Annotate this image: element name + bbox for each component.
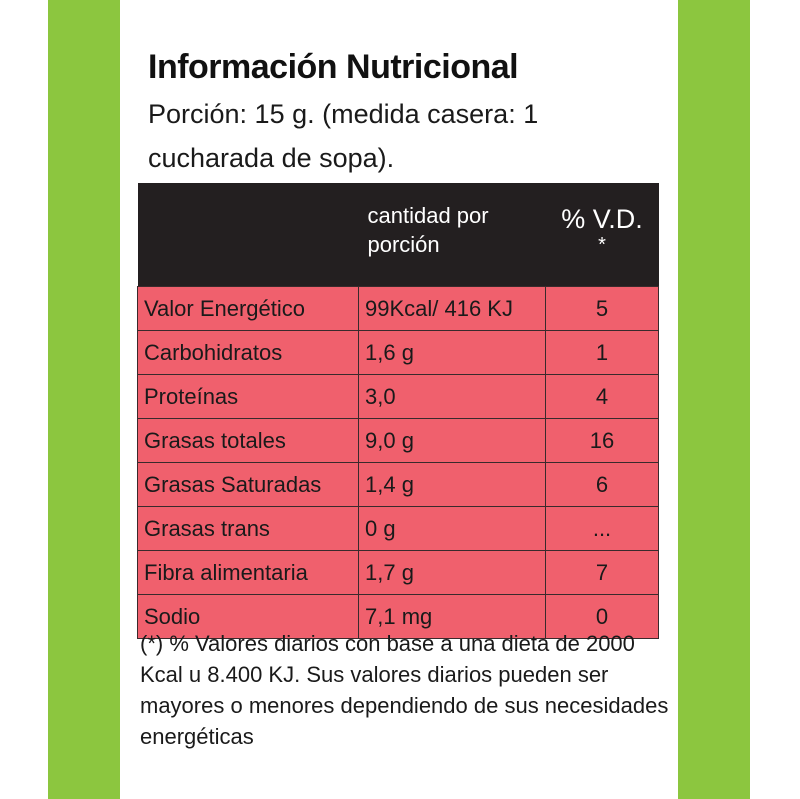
nutrient-amount: 7,1 mg xyxy=(358,594,546,639)
nutrient-vd: ... xyxy=(545,506,659,551)
table-row: Grasas Saturadas 1,4 g 6 xyxy=(137,462,659,507)
table-row: Proteínas 3,0 4 xyxy=(137,374,659,419)
portion-text: Porción: 15 g. (medida casera: 1 cuchara… xyxy=(148,99,539,173)
nutrient-amount: 99Kcal/ 416 KJ xyxy=(358,286,546,331)
nutrient-name: Carbohidratos xyxy=(137,330,359,375)
nutrient-vd: 4 xyxy=(545,374,659,419)
nutrient-amount: 1,6 g xyxy=(358,330,546,375)
nutrient-name: Proteínas xyxy=(137,374,359,419)
table-row: Carbohidratos 1,6 g 1 xyxy=(137,330,659,375)
label-title: Información Nutricional xyxy=(148,48,519,86)
header-daily-value: % V.D. * xyxy=(545,183,659,287)
table-row: Sodio 7,1 mg 0 xyxy=(137,594,659,639)
nutrient-amount: 1,4 g xyxy=(358,462,546,507)
table-row: Grasas trans 0 g ... xyxy=(137,506,659,551)
nutrition-table: cantidad por porción % V.D. * Valor Ener… xyxy=(137,183,659,639)
nutrient-name: Grasas totales xyxy=(137,418,359,463)
nutrient-amount: 1,7 g xyxy=(358,550,546,595)
nutrition-label-card: Información Nutricional Porción: 15 g. (… xyxy=(120,0,678,799)
table-row: Grasas totales 9,0 g 16 xyxy=(137,418,659,463)
nutrient-vd: 7 xyxy=(545,550,659,595)
header-amount: cantidad por porción xyxy=(358,183,546,287)
nutrient-amount: 3,0 xyxy=(358,374,546,419)
header-vd-mark: * xyxy=(598,234,606,256)
nutrient-amount: 9,0 g xyxy=(358,418,546,463)
table-row: Valor Energético 99Kcal/ 416 KJ 5 xyxy=(137,286,659,331)
green-border-left xyxy=(48,0,120,799)
nutrient-vd: 5 xyxy=(545,286,659,331)
table-header-row: cantidad por porción % V.D. * xyxy=(137,183,659,287)
nutrient-vd: 6 xyxy=(545,462,659,507)
nutrient-vd: 16 xyxy=(545,418,659,463)
table-row: Fibra alimentaria 1,7 g 7 xyxy=(137,550,659,595)
footnote-text: (*) % Valores diarios con base a una die… xyxy=(140,631,669,749)
nutrient-name: Sodio xyxy=(137,594,359,639)
green-border-right xyxy=(678,0,750,799)
nutrient-amount: 0 g xyxy=(358,506,546,551)
header-nutrient xyxy=(137,183,359,287)
nutrient-name: Grasas trans xyxy=(137,506,359,551)
header-vd-label: % V.D. xyxy=(561,204,643,234)
nutrient-name: Grasas Saturadas xyxy=(137,462,359,507)
nutrient-name: Fibra alimentaria xyxy=(137,550,359,595)
nutrient-vd: 1 xyxy=(545,330,659,375)
nutrient-name: Valor Energético xyxy=(137,286,359,331)
nutrient-vd: 0 xyxy=(545,594,659,639)
